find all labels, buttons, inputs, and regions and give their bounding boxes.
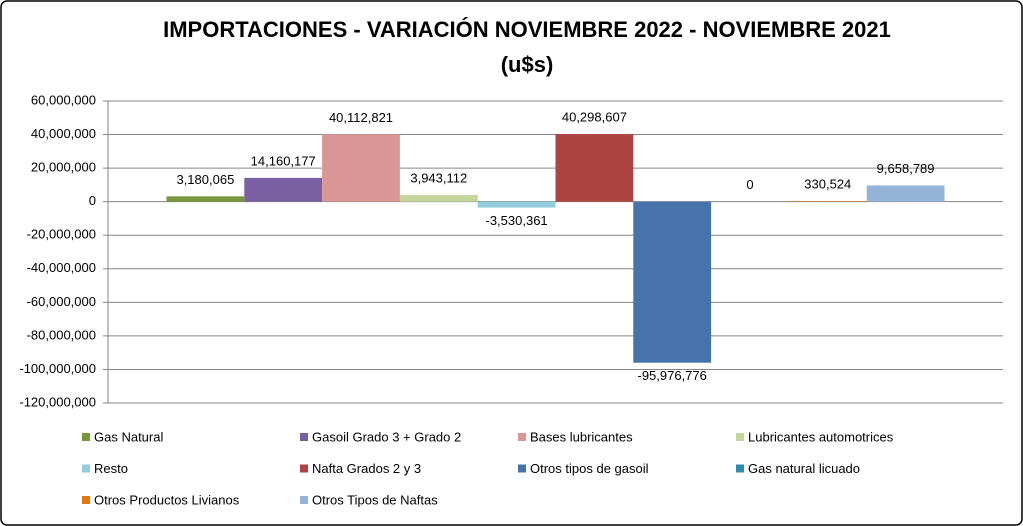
y-tick-label: 0 xyxy=(89,193,96,208)
bar xyxy=(788,201,867,202)
y-tick-label: 20,000,000 xyxy=(31,160,96,175)
y-tick-label: -100,000,000 xyxy=(19,361,96,376)
legend-swatch xyxy=(736,433,744,441)
y-tick-label: -20,000,000 xyxy=(27,227,96,242)
chart-title: IMPORTACIONES - VARIACIÓN NOVIEMBRE 2022… xyxy=(163,17,891,42)
data-label: 330,524 xyxy=(804,177,851,192)
chart-subtitle: (u$s) xyxy=(501,52,554,77)
data-label: 40,298,607 xyxy=(562,109,627,124)
legend-swatch xyxy=(300,433,308,441)
legend-label: Otros Productos Livianos xyxy=(94,492,240,507)
y-tick-label: -40,000,000 xyxy=(27,260,96,275)
legend-label: Resto xyxy=(94,461,128,476)
legend-swatch xyxy=(82,464,90,473)
bar xyxy=(555,134,634,202)
legend-label: Gas Natural xyxy=(94,429,163,444)
legend-label: Otros tipos de gasoil xyxy=(530,461,649,476)
legend-swatch xyxy=(518,464,526,473)
data-label: 40,112,821 xyxy=(329,110,393,125)
legend-swatch xyxy=(518,433,526,441)
y-tick-label: 40,000,000 xyxy=(31,126,96,141)
legend-swatch xyxy=(300,464,308,473)
data-label: 3,943,112 xyxy=(410,170,467,185)
legend-swatch xyxy=(300,496,308,504)
legend-swatch xyxy=(82,496,90,504)
legend-label: Gas natural licuado xyxy=(748,461,860,476)
bar xyxy=(866,185,945,202)
legend-label: Gasoil Grado 3 + Grado 2 xyxy=(312,429,461,444)
data-label: 3,180,065 xyxy=(176,172,234,187)
bar xyxy=(477,201,556,208)
y-tick-label: 60,000,000 xyxy=(31,92,96,107)
y-tick-label: -80,000,000 xyxy=(27,327,96,342)
y-tick-label: -60,000,000 xyxy=(27,294,96,309)
bar xyxy=(166,196,245,202)
legend-label: Nafta Grados 2 y 3 xyxy=(312,461,421,476)
data-label: 14,160,177 xyxy=(251,153,316,168)
legend-label: Bases lubricantes xyxy=(530,429,633,444)
bar xyxy=(399,195,478,202)
legend-swatch xyxy=(736,464,744,473)
bar xyxy=(244,177,323,202)
y-tick-label: -120,000,000 xyxy=(19,394,96,409)
legend-label: Otros Tipos de Naftas xyxy=(312,492,438,507)
data-label: 0 xyxy=(746,177,753,192)
data-label: -3,530,361 xyxy=(486,213,548,228)
legend-label: Lubricantes automotrices xyxy=(748,429,894,444)
data-label: 9,658,789 xyxy=(877,161,935,176)
bar xyxy=(633,201,712,363)
data-label: -95,976,776 xyxy=(637,368,706,383)
bar xyxy=(322,134,400,202)
legend-swatch xyxy=(82,433,90,441)
